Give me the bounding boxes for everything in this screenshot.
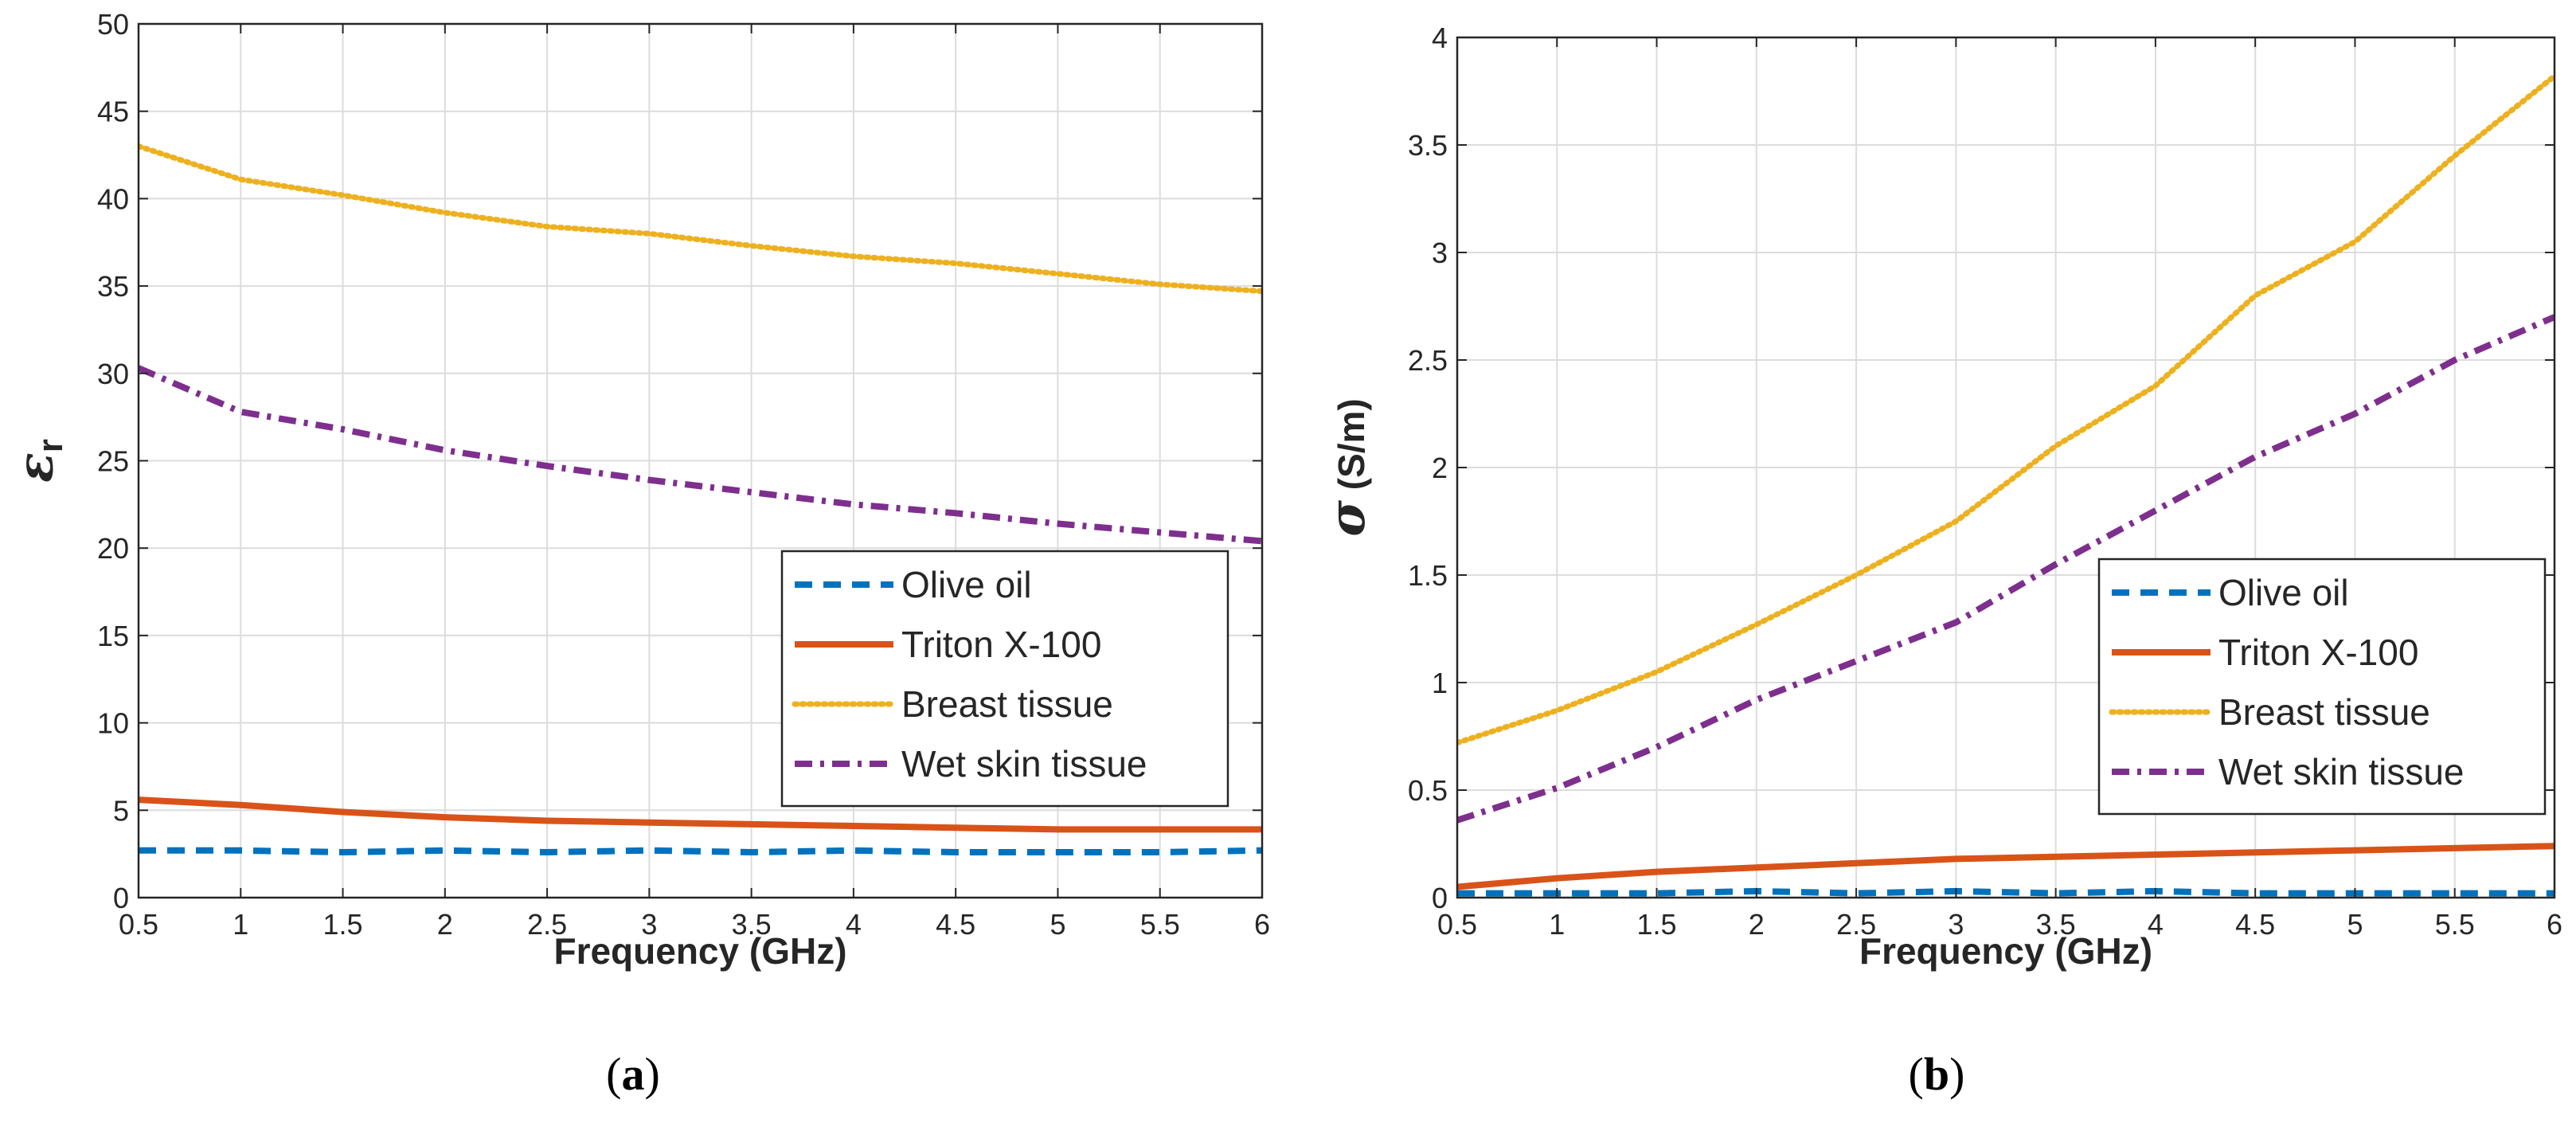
x-tick-label: 0.5: [119, 908, 158, 941]
x-tick-label: 5.5: [1140, 908, 1180, 941]
series-line-breast-tissue: [1457, 73, 2555, 746]
y-tick-label: 0: [113, 882, 129, 914]
y-axis-unit: (S/m): [1331, 398, 1372, 500]
x-tick-label: 3.5: [732, 908, 772, 941]
y-tick-label: 1.5: [1408, 559, 1448, 592]
x-tick-label: 2: [1749, 908, 1765, 941]
caption-close: ): [645, 1048, 660, 1100]
series-line-breast-tissue: [139, 143, 1262, 295]
caption-close: ): [1949, 1048, 1964, 1100]
x-tick-label: 2: [437, 908, 453, 941]
x-tick-label: 2.5: [1836, 908, 1876, 941]
y-tick-label: 20: [97, 532, 129, 565]
x-axis-title: Frequency (GHz): [553, 930, 846, 972]
y-axis-subscript: r: [31, 439, 70, 452]
y-axis-symbol: ε: [6, 452, 64, 483]
y-tick-label: 0: [1432, 882, 1448, 914]
series-line-wet-skin-tissue: [1457, 314, 2555, 824]
y-tick-label: 5: [113, 794, 129, 827]
x-tick-label: 4: [2148, 908, 2164, 941]
caption-letter: b: [1924, 1048, 1949, 1100]
x-tick-label: 4.5: [2235, 908, 2275, 941]
y-tick-label: 3.5: [1408, 129, 1448, 162]
chart-panel-b: 0.5 1 1.5 2 2.5 3 3.5 4 4.5 5 5.5 600.511.522.533.5…: [1318, 22, 2562, 1100]
y-tick-label: 2: [1432, 452, 1448, 484]
y-tick-label: 35: [97, 270, 129, 303]
legend-label: Olive oil: [2218, 572, 2349, 613]
series-line-triton-x-100: [139, 796, 1262, 833]
x-tick-label: 6: [1254, 908, 1270, 941]
legend-label: Wet skin tissue: [901, 743, 1147, 785]
legend-label: Breast tissue: [2218, 691, 2430, 733]
x-tick-label: 4.5: [936, 908, 975, 941]
series-line-olive-oil: [1457, 887, 2555, 897]
y-tick-label: 45: [97, 96, 129, 128]
chart-panel-a: 0.5 1 1.5 2 2.5 3 3.5 4 4.5 5 5.5 6 0 5 10 15 20 25 30 35 40…: [6, 8, 1270, 1100]
legend-label: Triton X-100: [2218, 632, 2418, 673]
legend-box: [2097, 558, 2547, 816]
x-tick-label: 3.5: [2036, 908, 2076, 941]
legend: Olive oil Triton X-100 Breast tissue Wet sk…: [780, 550, 1229, 808]
legend-box: [780, 550, 1229, 808]
y-tick-label: 3: [1432, 237, 1448, 269]
legend: Olive oil Triton X-100 Breast tissue Wet sk…: [2097, 558, 2547, 816]
x-tick-label: 6: [2547, 908, 2562, 941]
y-tick-label: 30: [97, 358, 129, 390]
y-tick-label: 25: [97, 445, 129, 478]
x-tick-label: 3: [1948, 908, 1964, 941]
y-axis-title: σ (S/m): [1318, 398, 1376, 537]
series-line-olive-oil: [139, 847, 1262, 855]
panel-caption: (a): [606, 1048, 660, 1100]
y-tick-label: 15: [97, 620, 129, 652]
y-tick-label: 10: [97, 707, 129, 740]
y-tick-label: 1: [1432, 667, 1448, 699]
caption-letter: a: [622, 1048, 645, 1100]
x-tick-label: 2.5: [527, 908, 567, 941]
panel-caption: (b): [1909, 1048, 1965, 1100]
x-tick-label: 3: [641, 908, 657, 941]
y-tick-label: 50: [97, 8, 129, 41]
x-tick-label: 4: [846, 908, 862, 941]
legend-label: Triton X-100: [901, 624, 1101, 665]
y-tick-label: 4: [1432, 22, 1448, 54]
y-tick-label: 2.5: [1408, 344, 1448, 377]
legend-label: Wet skin tissue: [2218, 751, 2464, 792]
x-tick-label: 1: [233, 908, 248, 941]
y-tick-label: 0.5: [1408, 774, 1448, 807]
legend-label: Breast tissue: [901, 683, 1113, 725]
y-axis-symbol: σ: [1318, 500, 1376, 537]
x-tick-label: 5: [2347, 908, 2363, 941]
x-axis-title: Frequency (GHz): [1859, 930, 2152, 972]
x-tick-label: 5: [1050, 908, 1065, 941]
y-tick-label: 40: [97, 182, 129, 215]
x-tick-label: 5.5: [2435, 908, 2475, 941]
caption-open: (: [1909, 1048, 1924, 1100]
x-tick-label: 1: [1549, 908, 1565, 941]
legend-label: Olive oil: [901, 564, 1032, 605]
x-tick-label: 1.5: [1637, 908, 1677, 941]
caption-open: (: [606, 1048, 621, 1100]
x-tick-label: 0.5: [1437, 908, 1477, 941]
series-line-triton-x-100: [1457, 843, 2555, 890]
series-line-wet-skin-tissue: [139, 365, 1262, 545]
x-tick-label: 1.5: [323, 908, 363, 941]
y-axis-title: εr: [6, 439, 70, 483]
